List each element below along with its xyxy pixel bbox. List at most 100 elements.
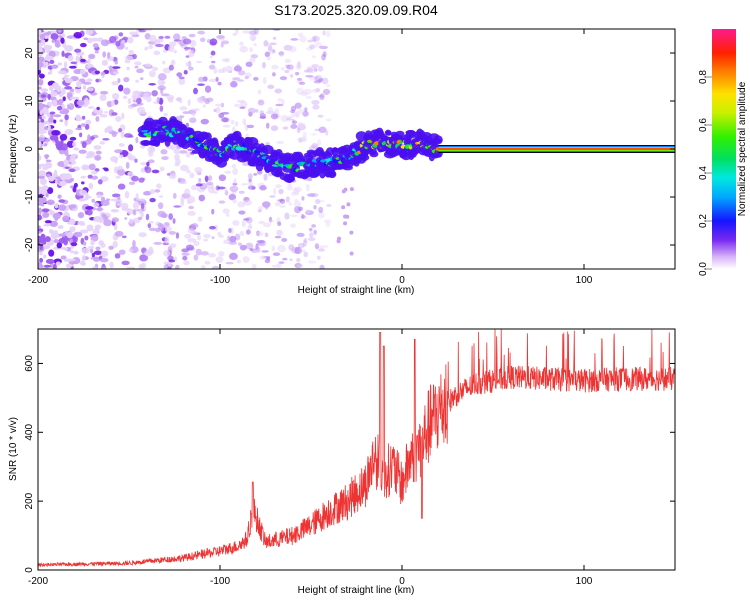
spectrogram-noise-blob	[278, 188, 284, 195]
spectrogram-noise-blob	[72, 141, 77, 147]
spectrogram-noise-blob	[134, 65, 139, 69]
spectrogram-noise-blob	[100, 266, 107, 269]
spectrogram-noise-blob	[162, 60, 166, 65]
spectrogram-noise-blob	[54, 138, 59, 144]
spectrogram-noise-blob	[86, 87, 94, 92]
spectrogram-noise-blob	[104, 111, 108, 114]
spectrogram-noise-blob	[57, 29, 62, 33]
spectrogram-noise-blob	[149, 197, 156, 203]
spectrogram-noise-blob	[295, 111, 300, 119]
spectrogram-noise-blob	[211, 60, 216, 64]
spectrogram-noise-blob	[292, 187, 300, 195]
spectrogram-noise-blob	[79, 68, 86, 75]
spectrogram-noise-blob	[215, 106, 221, 114]
spectrogram-noise-blob	[239, 45, 248, 53]
spectrogram-noise-blob	[38, 118, 41, 122]
spectrogram-noise-blob	[45, 258, 55, 264]
spectrogram-noise-blob	[54, 202, 59, 209]
spectrogram-noise-blob	[160, 81, 166, 85]
spectrogram-noise-blob	[306, 185, 310, 192]
spectrogram-noise-blob	[86, 78, 93, 83]
spectrogram-ytick-label: 0	[24, 146, 35, 152]
spectrogram-noise-blob	[302, 88, 312, 95]
spectrogram-noise-blob	[225, 261, 234, 265]
spectrogram-noise-blob	[311, 142, 319, 149]
spectrogram-noise-blob	[151, 90, 158, 97]
spectrogram-noise-blob	[48, 249, 55, 257]
spectrogram-noise-blob	[183, 69, 188, 75]
spectrogram-noise-blob	[279, 76, 288, 81]
spectrogram-noise-blob	[43, 264, 52, 268]
spectrogram-noise-blob	[113, 71, 120, 75]
spectrogram-noise-blob	[184, 233, 192, 239]
spectrogram-noise-blob	[115, 116, 122, 122]
spectrogram-noise-blob	[94, 168, 100, 172]
spectrogram-noise-blob	[290, 38, 299, 41]
spectrogram-xtick-label: 0	[399, 275, 405, 286]
spectrogram-noise-blob	[204, 85, 212, 93]
spectrogram-noise-blob	[128, 144, 134, 152]
spectrogram-noise-blob	[59, 110, 69, 115]
spectrogram-noise-blob	[166, 94, 175, 101]
spectrogram-noise-blob	[265, 122, 270, 129]
spectrogram-noise-blob	[319, 264, 325, 269]
spectrogram-noise-blob	[274, 235, 282, 239]
spectrogram-noise-blob	[81, 255, 86, 262]
spectrogram-noise-blob	[49, 59, 55, 65]
spectrogram-noise-blob	[264, 232, 269, 238]
spectrogram-noise-blob	[64, 128, 74, 135]
spectrogram-noise-blob	[293, 186, 302, 193]
spectrogram-noise-blob	[235, 29, 239, 34]
spectrogram-noise-blob	[51, 64, 59, 69]
spectrogram-noise-blob	[79, 189, 88, 196]
snr-xtick-label: 100	[576, 576, 593, 587]
spectrogram-noise-blob	[94, 51, 99, 54]
snr-plot-area	[38, 329, 675, 570]
spectrogram-noise-blob	[173, 33, 181, 41]
spectrogram-noise-blob	[68, 161, 72, 165]
spectrogram-noise-blob	[284, 69, 290, 74]
spectrogram-noise-blob	[198, 194, 206, 202]
spectrogram-noise-blob	[306, 47, 313, 51]
spectrogram-noise-blob	[75, 127, 83, 131]
spectrogram-noise-blob	[111, 112, 118, 116]
spectrogram-noise-blob	[54, 40, 60, 47]
spectrogram-noise-blob	[45, 55, 54, 61]
spectrogram-noise-blob	[285, 117, 292, 121]
spectrogram-noise-blob	[90, 234, 99, 242]
spectrogram-noise-blob	[92, 256, 101, 262]
spectrogram-noise-blob	[221, 40, 229, 45]
spectrogram-noise-blob	[242, 118, 247, 126]
spectrogram-noise-blob	[300, 91, 308, 97]
spectrogram-noise-blob	[140, 202, 145, 210]
spectrogram-noise-blob	[306, 65, 312, 70]
spectrogram-noise-blob	[245, 61, 253, 68]
spectrogram-noise-blob	[88, 182, 94, 190]
snr-ytick-label: 0	[24, 567, 35, 573]
spectrogram-noise-blob	[163, 112, 168, 117]
spectrogram-noise-blob	[291, 118, 295, 124]
spectrogram-noise-blob	[48, 229, 54, 235]
spectrogram-noise-blob	[38, 225, 41, 229]
spectrogram-noise-blob	[152, 66, 159, 72]
spectrogram-noise-blob	[290, 223, 297, 229]
spectrogram-noise-blob	[68, 218, 76, 225]
spectrogram-noise-blob	[318, 126, 327, 134]
spectrogram-noise-blob	[317, 94, 325, 98]
spectrogram-noise-blob	[49, 220, 59, 228]
spectrogram-noise-blob	[314, 41, 323, 48]
spectrogram-noise-blob	[296, 264, 304, 268]
spectrogram-noise-blob	[277, 98, 282, 102]
spectrogram-noise-blob	[191, 223, 199, 229]
spectrogram-noise-blob	[117, 168, 126, 176]
spectrogram-noise-blob	[255, 249, 261, 252]
spectrogram-noise-blob	[38, 261, 41, 269]
spectrogram-noise-blob	[39, 250, 43, 256]
spectrogram-noise-blob	[179, 106, 188, 111]
spectrogram-noise-blob	[298, 137, 303, 143]
spectrogram-noise-blob	[135, 136, 139, 144]
spectrogram-noise-blob	[164, 236, 170, 244]
spectrogram-noise-blob	[286, 115, 294, 119]
spectrogram-noise-blob	[248, 178, 252, 183]
spectrogram-noise-blob	[249, 47, 253, 53]
